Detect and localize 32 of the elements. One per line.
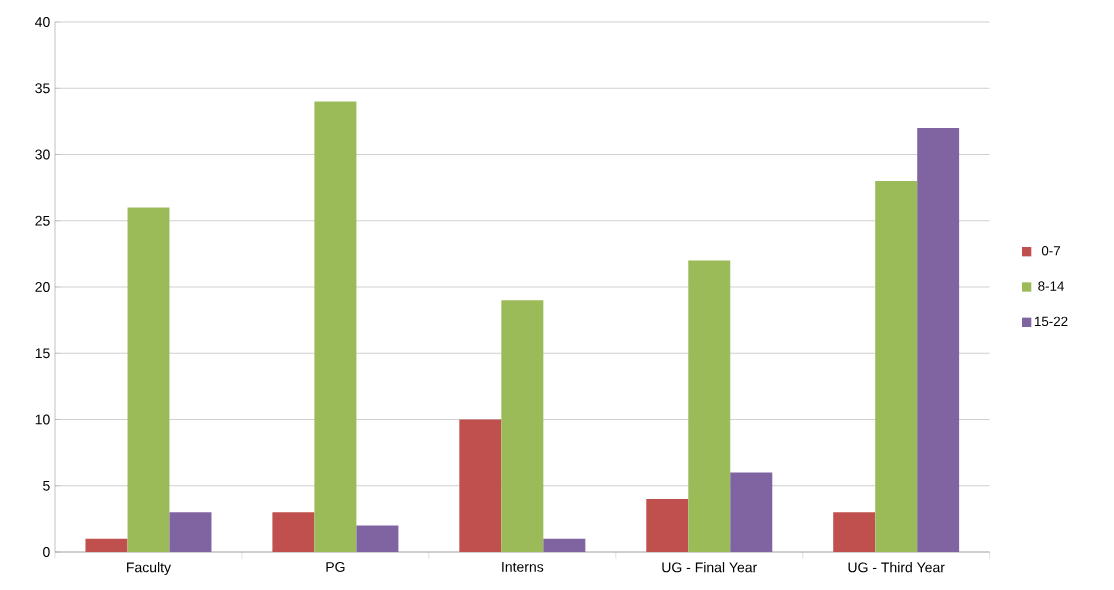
y-tick-label: 40 [35,17,50,27]
bar [875,181,918,552]
x-tick-label: Interns [502,562,544,572]
bar [169,512,212,552]
x-tick-label: UG - Third Year [848,562,945,573]
y-tick-label: 10 [35,414,50,425]
bar [688,260,731,552]
bar [730,472,773,552]
bar [543,538,586,552]
x-tick-label: UG - Final Year [662,562,758,573]
bar [833,512,876,552]
bar [646,499,689,552]
y-tick-label: 20 [35,282,50,292]
legend-label: 0-7 [1041,246,1060,256]
bar [501,300,544,552]
x-tick-label: PG [326,562,345,572]
y-tick-label: 25 [35,215,50,226]
bar [127,207,170,552]
bar [85,538,128,552]
y-tick-label: 5 [43,480,50,491]
y-tick-label: 0 [43,547,50,557]
y-tick-label: 30 [35,149,50,160]
bar [272,512,315,552]
bar [917,128,960,552]
bar [314,101,357,552]
y-tick-label: 15 [35,348,50,359]
y-tick-label: 35 [35,83,50,94]
legend-label: 15-22 [1035,316,1068,327]
bar [356,525,399,552]
legend-label: 8-14 [1038,281,1064,291]
x-tick-label: Faculty [127,562,171,576]
bar [459,419,502,552]
